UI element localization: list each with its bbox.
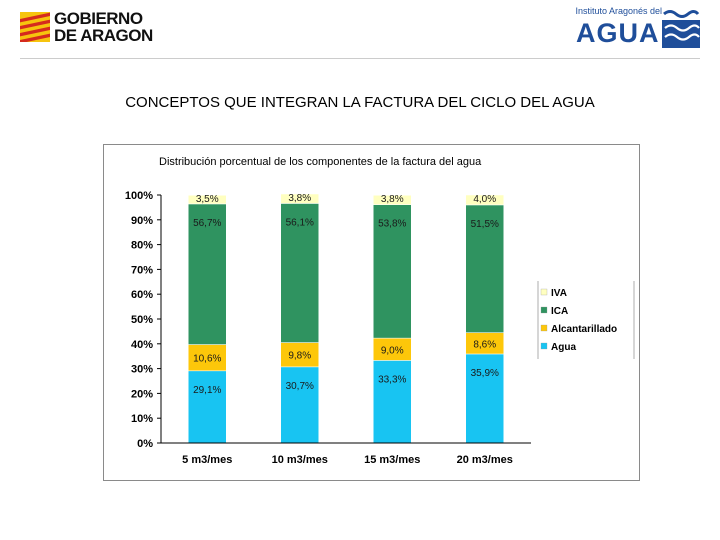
inst-logo-big: AGUA	[576, 18, 660, 48]
bar-segment-iva	[188, 194, 227, 205]
bar-segment-agua	[373, 360, 412, 444]
legend-label-agua: Agua	[551, 342, 576, 353]
stacked-bar-chart: Distribución porcentual de los component…	[125, 156, 635, 466]
bar-segment-iva	[465, 194, 504, 206]
data-label-alcantarillado: 9,8%	[288, 351, 311, 362]
y-tick-label: 10%	[131, 413, 153, 425]
data-label-iva: 3,5%	[196, 194, 219, 205]
y-tick-label: 100%	[125, 190, 153, 202]
y-tick-label: 40%	[131, 339, 153, 351]
data-label-agua: 35,9%	[471, 368, 499, 379]
legend-label-alcantarillado: Alcantarillado	[551, 324, 617, 335]
inst-logo-small: Instituto Aragonés del	[575, 6, 662, 16]
legend-swatch-ica	[540, 306, 548, 314]
x-tick-label: 5 m3/mes	[182, 454, 232, 466]
bar-segment-ica	[188, 203, 227, 345]
y-tick-label: 0%	[137, 438, 153, 450]
chart-title: Distribución porcentual de los component…	[159, 156, 482, 168]
data-label-iva: 3,8%	[381, 194, 404, 205]
bar-segment-ica	[465, 204, 504, 333]
legend-swatch-iva	[540, 288, 548, 296]
page-title: CONCEPTOS QUE INTEGRAN LA FACTURA DEL CI…	[125, 94, 595, 111]
header-divider	[20, 58, 700, 59]
chart-container: Distribución porcentual de los component…	[103, 144, 640, 481]
y-tick-label: 80%	[131, 240, 153, 252]
data-label-alcantarillado: 10,6%	[193, 354, 221, 365]
bar-segment-alcantarillado	[280, 342, 319, 368]
bar-segment-ica	[280, 203, 319, 343]
gov-logo-line1: GOBIERNO	[54, 9, 143, 28]
aragon-flag-icon	[20, 12, 50, 42]
x-tick-label: 20 m3/mes	[457, 454, 513, 466]
data-label-ica: 51,5%	[471, 219, 499, 230]
legend-swatch-alcantarillado	[540, 324, 548, 332]
data-label-iva: 4,0%	[473, 194, 496, 205]
data-label-agua: 30,7%	[286, 381, 314, 392]
y-tick-label: 90%	[131, 215, 153, 227]
gov-logo-text: GOBIERNO DE ARAGON	[54, 10, 153, 44]
bar-segment-agua	[188, 370, 227, 444]
y-tick-label: 20%	[131, 388, 153, 400]
y-tick-label: 50%	[131, 314, 153, 326]
data-label-ica: 53,8%	[378, 219, 406, 230]
bar-segment-agua	[465, 353, 504, 444]
bar-segment-iva	[280, 193, 319, 204]
bar-segment-agua	[280, 366, 319, 444]
y-tick-label: 70%	[131, 264, 153, 276]
data-label-agua: 33,3%	[378, 374, 406, 385]
data-label-ica: 56,1%	[286, 217, 314, 228]
data-label-alcantarillado: 8,6%	[473, 339, 496, 350]
y-tick-label: 60%	[131, 289, 153, 301]
data-label-ica: 56,7%	[193, 218, 221, 229]
bar-segment-iva	[373, 194, 412, 205]
data-label-alcantarillado: 9,0%	[381, 345, 404, 356]
legend-label-ica: ICA	[551, 306, 568, 317]
data-label-agua: 29,1%	[193, 385, 221, 396]
water-waves-icon	[662, 10, 700, 48]
gov-logo-line2: DE ARAGON	[54, 26, 153, 45]
data-label-iva: 3,8%	[288, 193, 311, 204]
x-tick-label: 10 m3/mes	[272, 454, 328, 466]
y-tick-label: 30%	[131, 364, 153, 376]
gobierno-aragon-logo: GOBIERNO DE ARAGON	[20, 10, 170, 46]
instituto-agua-logo: Instituto Aragonés del AGUA	[570, 6, 700, 48]
legend-swatch-agua	[540, 342, 548, 350]
bar-segment-alcantarillado	[188, 344, 227, 372]
bar-segment-ica	[373, 204, 412, 339]
legend-label-iva: IVA	[551, 288, 567, 299]
x-tick-label: 15 m3/mes	[364, 454, 420, 466]
